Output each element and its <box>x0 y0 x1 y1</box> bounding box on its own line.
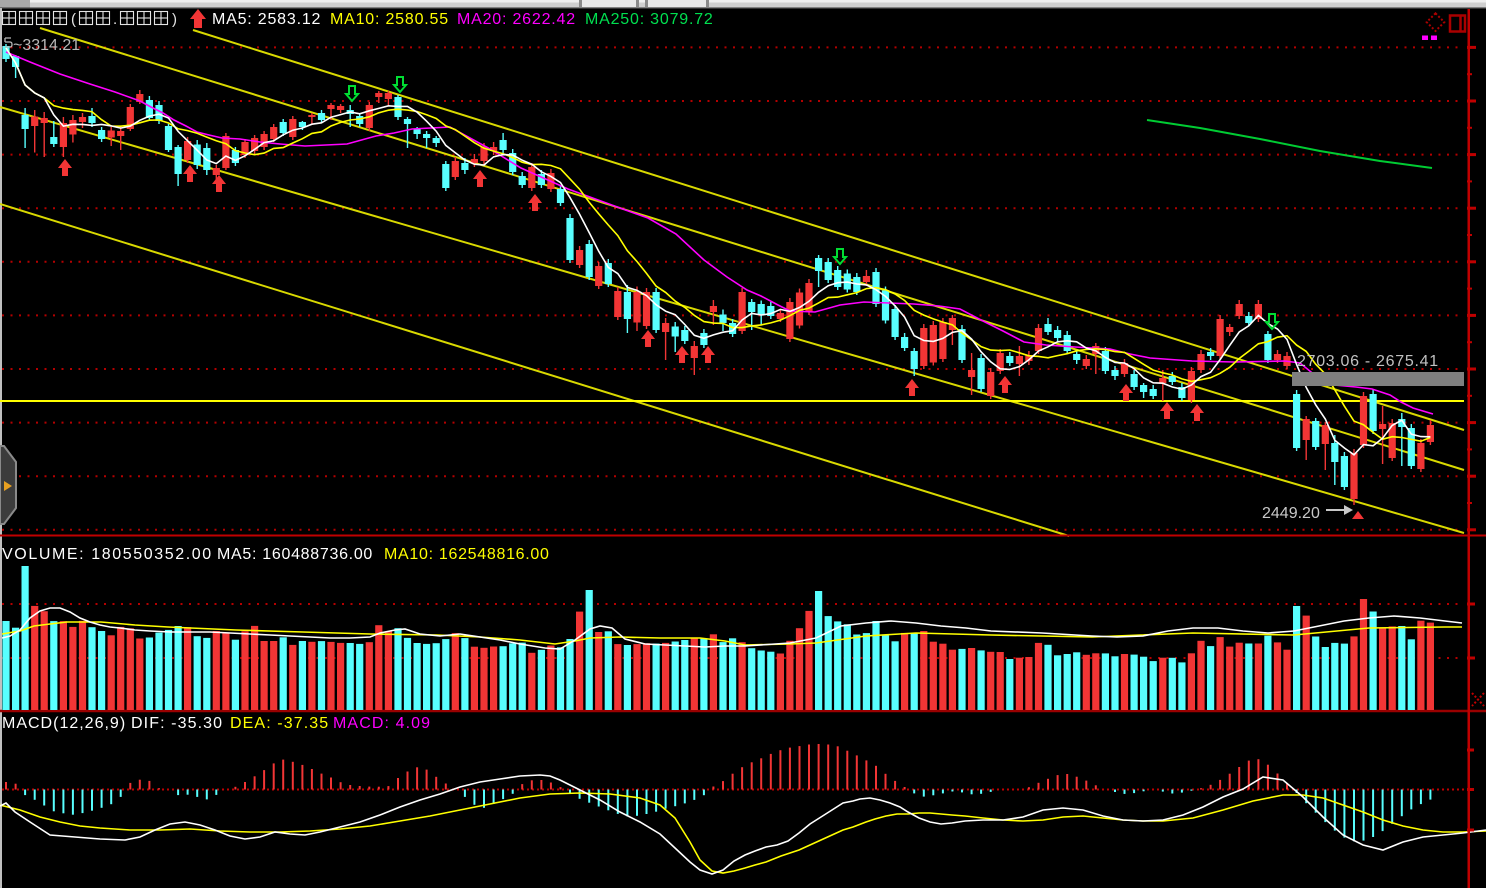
svg-text:MA250: 3079.72: MA250: 3079.72 <box>585 11 714 28</box>
svg-text:2449.20: 2449.20 <box>1262 505 1320 522</box>
svg-text:MA20: 2622.42: MA20: 2622.42 <box>457 11 576 28</box>
svg-text:(: ( <box>71 11 76 28</box>
svg-text:MA10: 2580.55: MA10: 2580.55 <box>330 11 449 28</box>
svg-text:MA5: 160488736.00: MA5: 160488736.00 <box>217 546 373 563</box>
svg-text:2703.06 - 2675.41: 2703.06 - 2675.41 <box>1297 353 1439 370</box>
svg-text:DIF: -35.30: DIF: -35.30 <box>131 715 223 732</box>
svg-text:MA5: 2583.12: MA5: 2583.12 <box>212 11 321 28</box>
svg-text:): ) <box>172 11 177 28</box>
svg-text:~3314.21: ~3314.21 <box>13 37 80 54</box>
svg-text:DEA: -37.35: DEA: -37.35 <box>230 715 329 732</box>
svg-text:MACD(12,26,9): MACD(12,26,9) <box>2 715 126 732</box>
svg-text:VOLUME: 180550352.00: VOLUME: 180550352.00 <box>2 546 213 563</box>
svg-text:MACD: 4.09: MACD: 4.09 <box>333 715 431 732</box>
svg-text:MA10: 162548816.00: MA10: 162548816.00 <box>384 546 550 563</box>
svg-text:.: . <box>113 11 117 28</box>
